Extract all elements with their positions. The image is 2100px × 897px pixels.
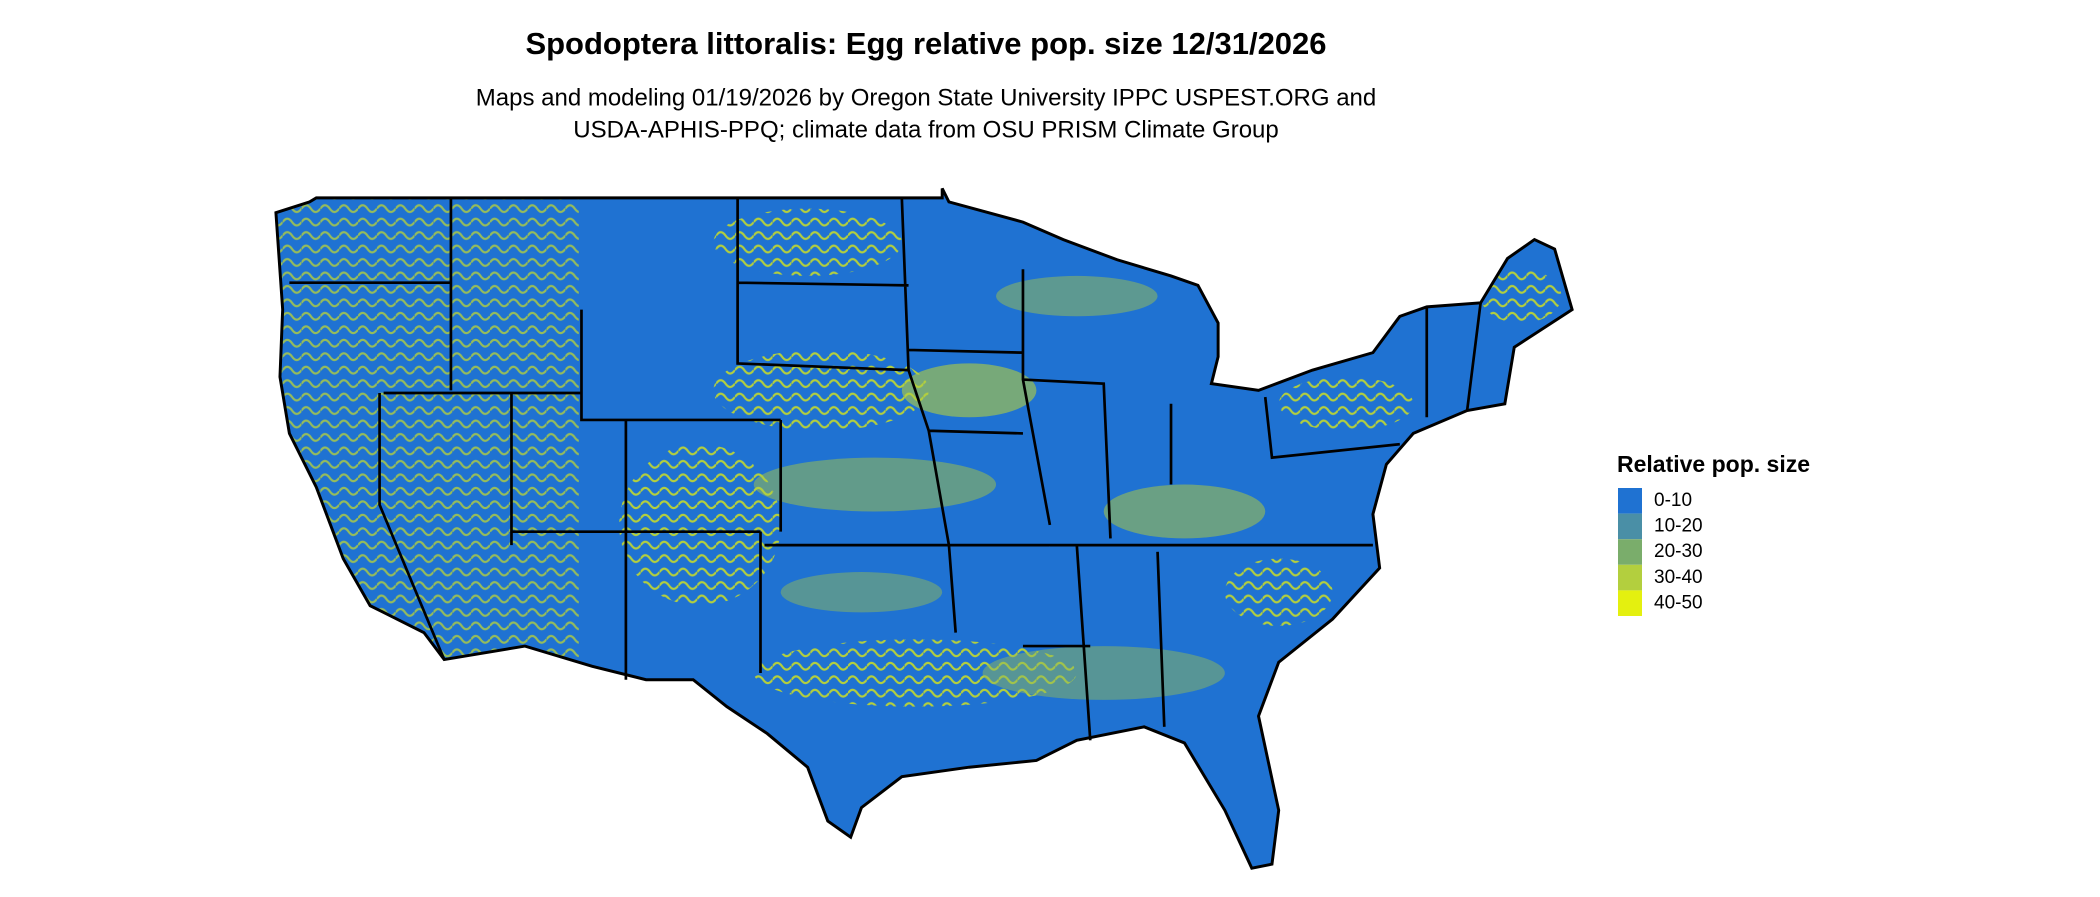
map-pattern [275,188,1562,707]
legend-swatch [1618,539,1642,565]
legend-swatch [1618,513,1642,540]
legend-swatch [1618,590,1642,616]
legend-label: 40-50 [1654,592,1703,613]
legend-label: 0-10 [1654,490,1692,511]
legend-swatch [1618,564,1642,591]
map-title: Spodoptera littoralis: Egg relative pop.… [525,26,1326,61]
legend-swatch [1618,488,1642,514]
map-subtitle: Maps and modeling 01/19/2026 by Oregon S… [476,84,1376,111]
state-borders [274,186,1574,870]
legend-label: 10-20 [1654,516,1703,537]
legend-label: 30-40 [1654,567,1703,588]
us-map [274,186,1574,870]
legend: 0-10 10-20 20-30 30-40 40-50 [1618,488,1703,616]
legend-title: Relative pop. size [1617,451,1810,477]
legend-label: 20-30 [1654,541,1703,562]
map-subtitle: USDA-APHIS-PPQ; climate data from OSU PR… [573,116,1279,143]
